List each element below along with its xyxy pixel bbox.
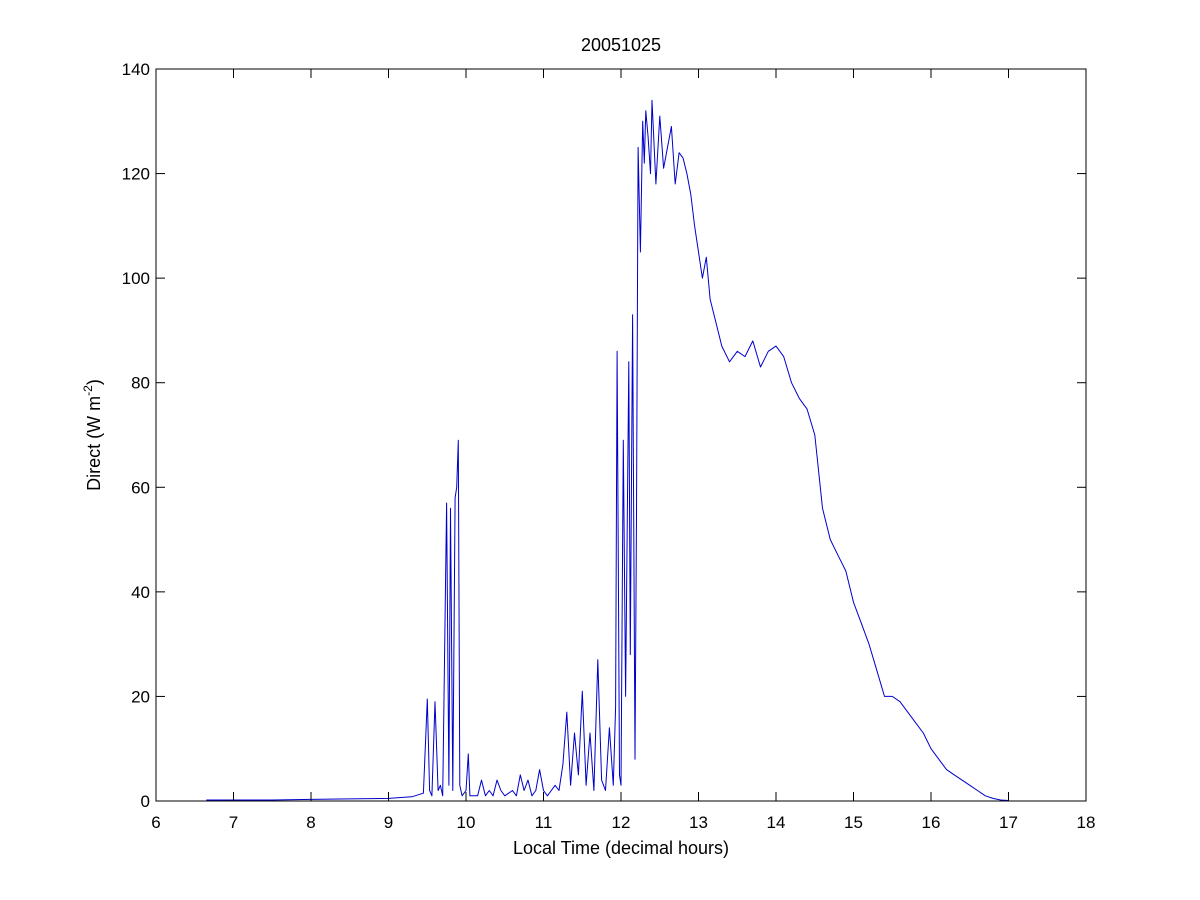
y-axis-label-main: Direct (W m <box>84 396 104 491</box>
ticks: 6 7 8 9 10 11 12 13 14 15 16 17 18 0 20 40 60 80 100 120 140 <box>122 60 1096 832</box>
x-tick-label: 13 <box>689 813 708 832</box>
series-line <box>206 99 1009 801</box>
marks <box>206 99 1009 801</box>
x-tick-label: 17 <box>999 813 1018 832</box>
x-tick-label: 16 <box>922 813 941 832</box>
y-tick-label: 40 <box>131 583 150 602</box>
y-tick-label: 120 <box>122 165 150 184</box>
x-tick-label: 15 <box>844 813 863 832</box>
y-axis-label-tail: ) <box>84 379 104 385</box>
x-tick-label: 18 <box>1077 813 1096 832</box>
x-tick-label: 11 <box>535 813 553 832</box>
y-axis-label-sup: -2 <box>81 385 95 396</box>
x-tick-label: 14 <box>767 813 786 832</box>
y-axis-label: Direct (W m-2) <box>81 379 104 491</box>
y-tick-label: 60 <box>131 478 150 497</box>
y-tick-label: 20 <box>131 687 150 706</box>
x-tick-label: 12 <box>612 813 631 832</box>
y-tick-label: 0 <box>141 792 150 811</box>
y-tick-label: 80 <box>131 374 150 393</box>
x-tick-label: 10 <box>457 813 476 832</box>
x-tick-label: 9 <box>384 813 393 832</box>
x-axis-label: Local Time (decimal hours) <box>513 838 729 858</box>
x-tick-label: 6 <box>151 813 160 832</box>
y-tick-label: 100 <box>122 269 150 288</box>
x-tick-label: 7 <box>229 813 238 832</box>
x-tick-label: 8 <box>306 813 315 832</box>
chart-title: 20051025 <box>581 35 661 55</box>
plot-area <box>156 69 1086 801</box>
y-tick-label: 140 <box>122 60 150 79</box>
